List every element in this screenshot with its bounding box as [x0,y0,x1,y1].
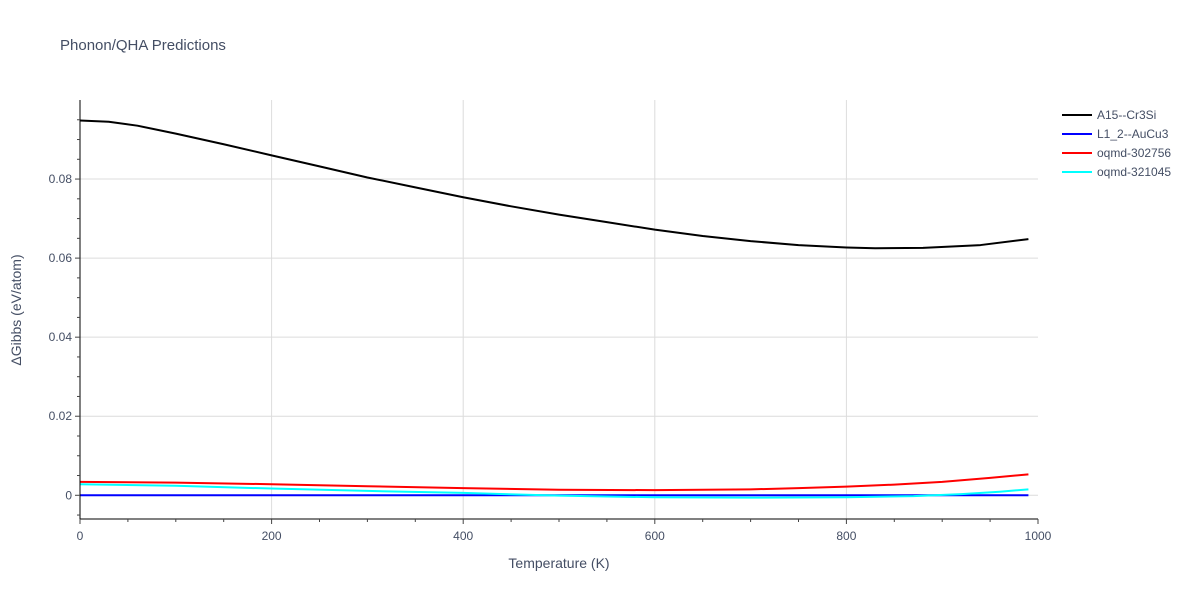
y-tick-label: 0.06 [49,251,73,265]
series-line-oqmd-302756[interactable] [79,473,1029,492]
legend-item-oqmd-302756[interactable]: oqmd-302756 [1062,146,1171,160]
legend-label: L1_2--AuCu3 [1097,127,1169,141]
x-tick-label: 400 [453,529,473,543]
y-tick-label: 0 [65,488,72,502]
legend-item-A15--Cr3Si[interactable]: A15--Cr3Si [1062,108,1156,122]
axes-layer: 0 200 400 600 800 1000 0 0.02 0.04 0.06 0.08 [49,100,1052,543]
legend-item-oqmd-321045[interactable]: oqmd-321045 [1062,165,1171,179]
legend-label: A15--Cr3Si [1097,108,1156,122]
legend[interactable]: A15--Cr3Si L1_2--AuCu3 oqmd-302756 oqmd-321… [1062,108,1171,179]
chart-title: Phonon/QHA Predictions [60,37,226,54]
y-tick-label: 0.02 [49,409,73,423]
series-layer [79,119,1029,499]
x-tick-label: 600 [645,529,665,543]
x-tick-label: 0 [77,529,84,543]
legend-label: oqmd-302756 [1097,146,1171,160]
y-tick-label: 0.08 [49,172,73,186]
x-axis-title: Temperature (K) [508,555,609,571]
x-tick-label: 1000 [1025,529,1052,543]
grid-layer [80,100,1038,519]
legend-item-L1_2--AuCu3[interactable]: L1_2--AuCu3 [1062,127,1169,141]
y-axis-title: ΔGibbs (eV/atom) [8,254,24,365]
series-line-A15--Cr3Si[interactable] [79,119,1029,250]
series-line-oqmd-321045[interactable] [79,483,1029,499]
x-tick-label: 800 [836,529,856,543]
y-tick-label: 0.04 [49,330,73,344]
legend-label: oqmd-321045 [1097,165,1171,179]
x-tick-label: 200 [262,529,282,543]
